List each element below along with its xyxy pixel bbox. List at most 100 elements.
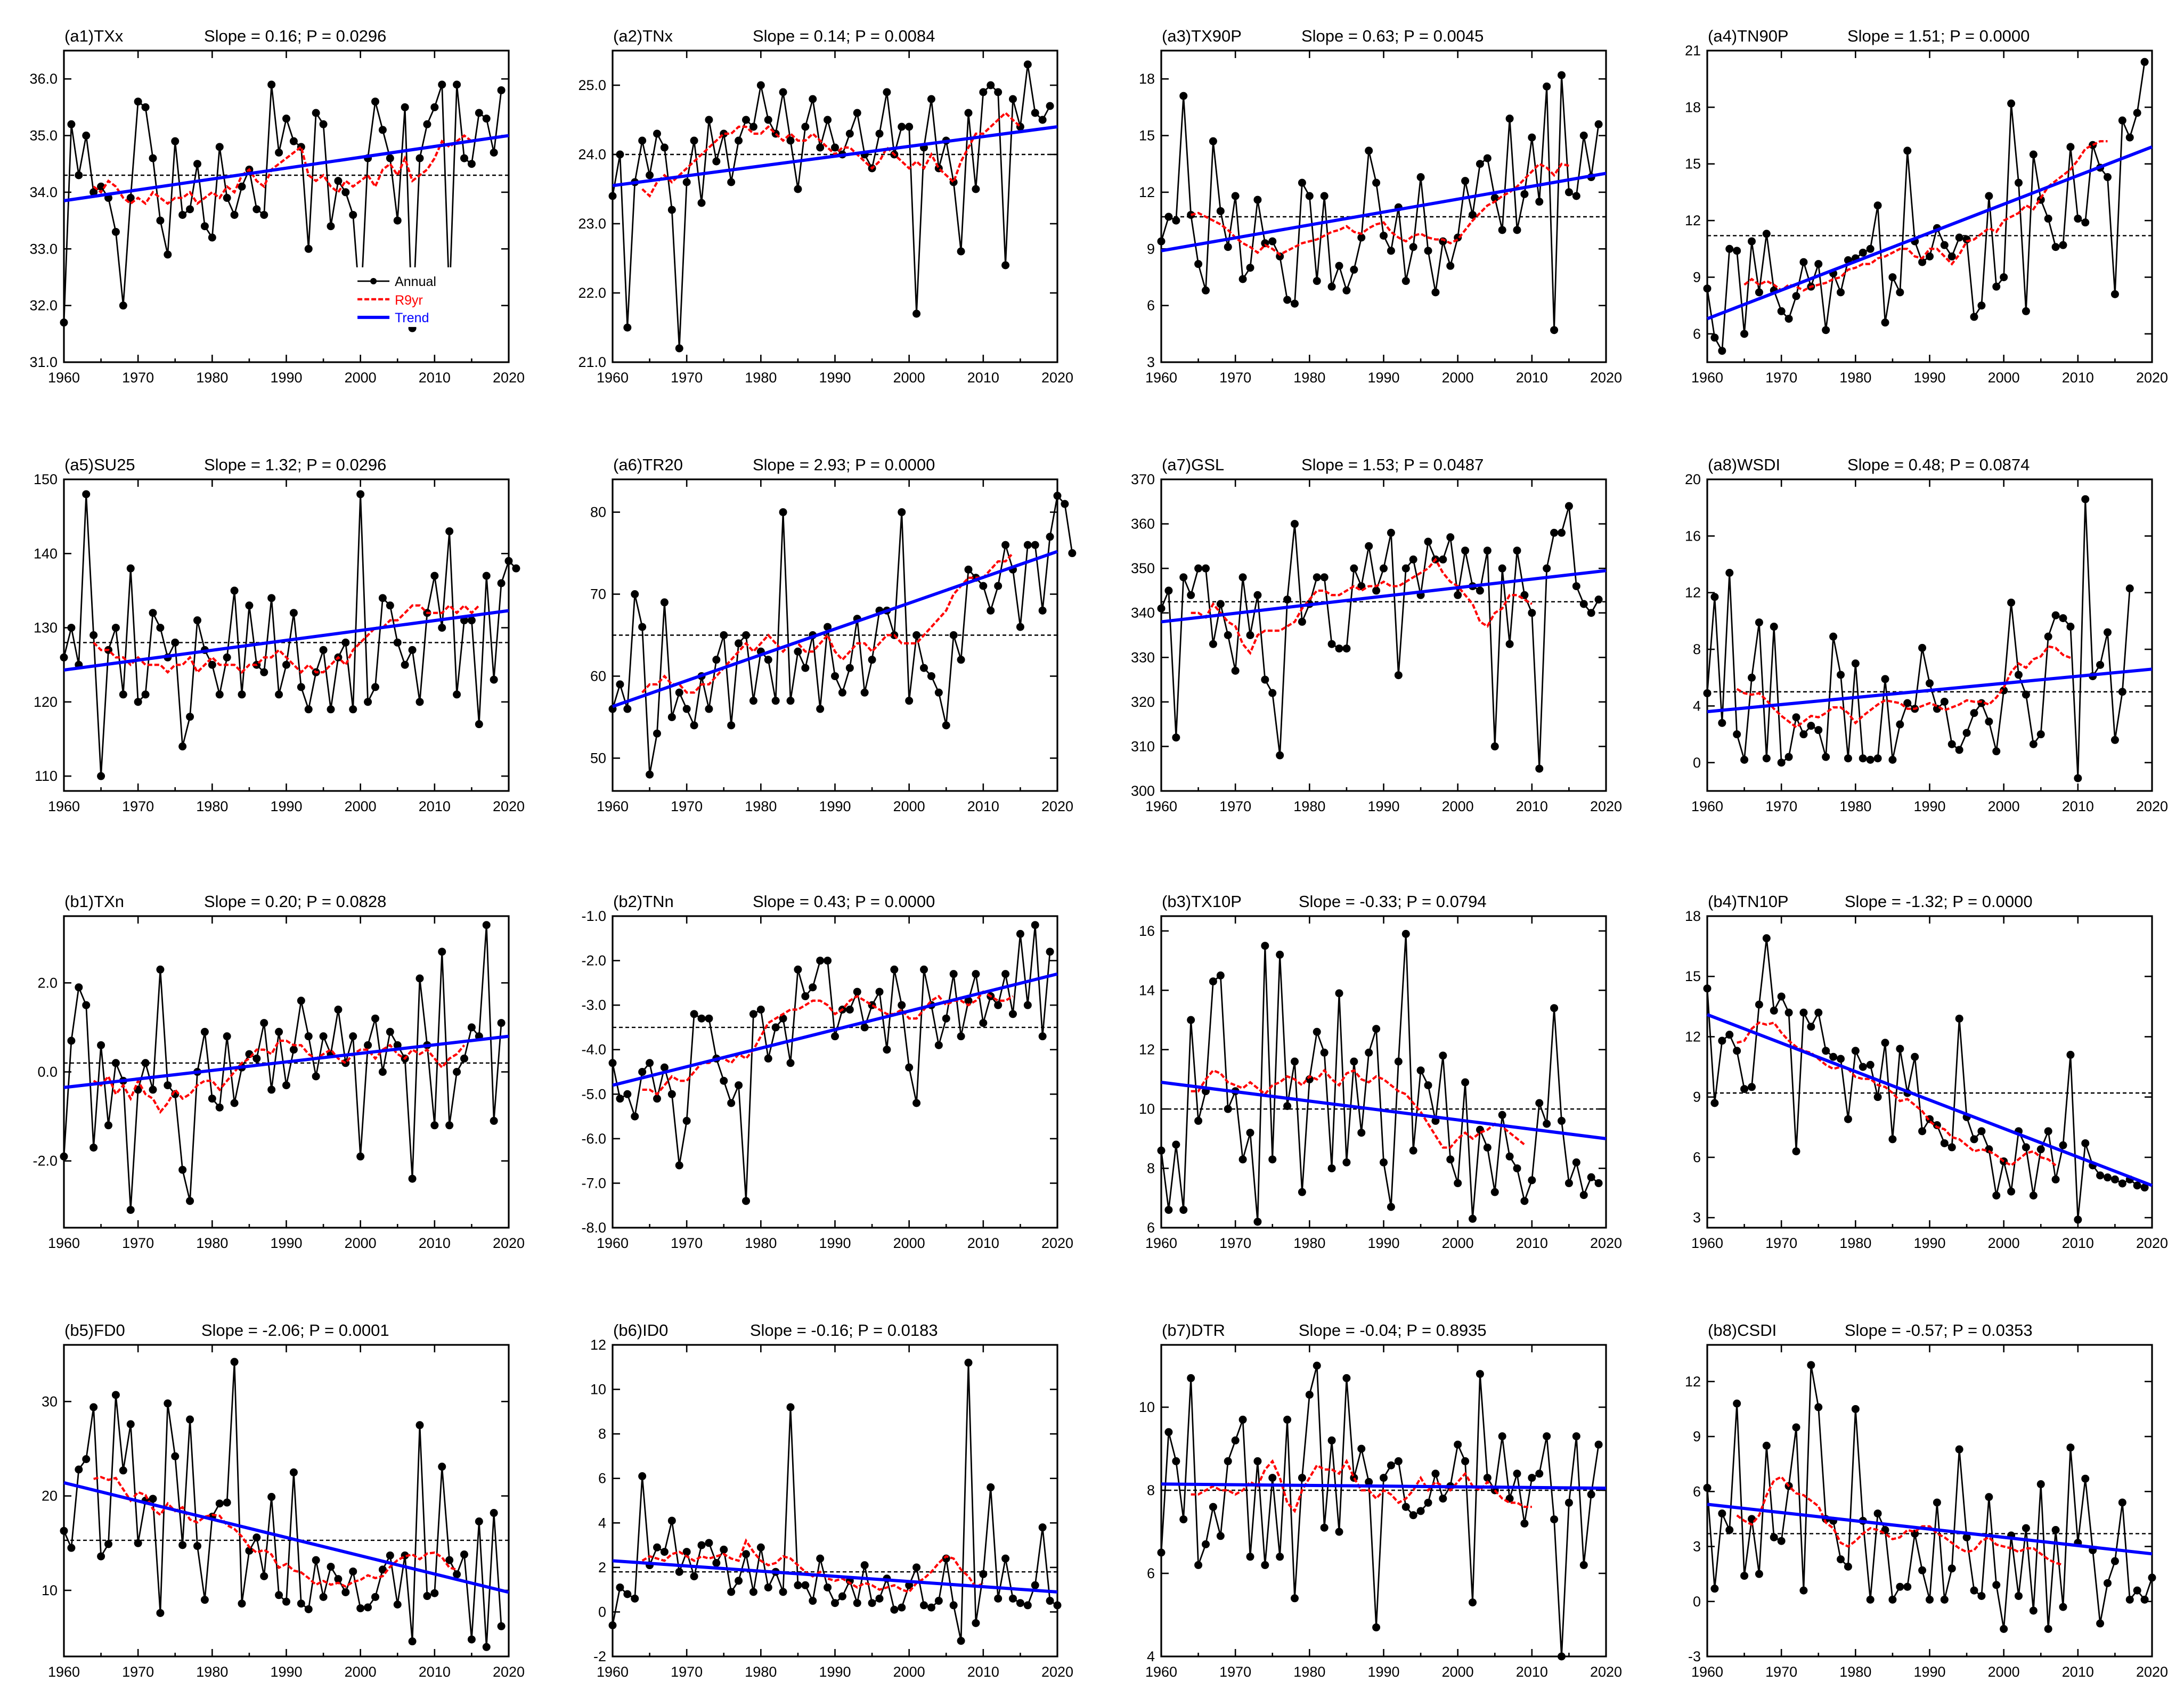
annual-point: [1587, 609, 1595, 617]
annual-point: [423, 120, 431, 128]
annual-point: [1046, 1597, 1054, 1605]
annual-point: [853, 109, 861, 117]
annual-point: [1394, 671, 1403, 680]
annual-point: [438, 624, 446, 632]
annual-point: [1291, 520, 1299, 528]
annual-point: [1298, 617, 1306, 626]
x-tick-label: 1980: [745, 798, 777, 814]
x-tick-label: 1960: [1691, 798, 1723, 814]
annual-point: [1394, 1057, 1403, 1066]
annual-point: [497, 1622, 506, 1630]
annual-point: [994, 582, 1003, 590]
annual-point: [2059, 1141, 2067, 1149]
x-tick-label: 2010: [967, 798, 999, 814]
annual-point: [1283, 595, 1292, 604]
annual-point: [1179, 573, 1188, 582]
annual-point: [927, 95, 935, 103]
annual-point: [356, 1152, 365, 1161]
annual-point: [1926, 1595, 1934, 1604]
x-tick-label: 1980: [196, 1235, 228, 1251]
annual-point: [616, 680, 624, 689]
annual-point: [1446, 1155, 1455, 1164]
x-tick-label: 1960: [1691, 370, 1723, 386]
annual-point: [720, 1545, 728, 1554]
x-tick-label: 2020: [1590, 1235, 1622, 1251]
annual-point: [697, 1014, 706, 1023]
y-tick-label: 10: [590, 1382, 606, 1398]
annual-point: [638, 1472, 647, 1481]
annual-point: [1490, 194, 1499, 202]
x-tick-label: 2020: [1590, 370, 1622, 386]
annual-point: [438, 80, 446, 89]
annual-point: [171, 638, 180, 647]
trend-line: [612, 125, 1058, 187]
annual-point: [2044, 632, 2052, 641]
annual-point: [979, 88, 988, 96]
annual-point: [1387, 247, 1395, 255]
annual-point: [1955, 746, 1963, 754]
annual-point: [1799, 1008, 1808, 1017]
annual-point: [1298, 178, 1306, 187]
annual-point: [134, 698, 142, 706]
annual-point: [149, 154, 157, 162]
annual-point: [1896, 1044, 1904, 1053]
annual-point: [2007, 99, 2016, 108]
annual-point: [2104, 628, 2112, 636]
x-tick-label: 1990: [819, 798, 851, 814]
annual-point: [2044, 215, 2052, 223]
annual-point: [1940, 241, 1949, 249]
annual-point: [690, 1010, 698, 1018]
annual-point: [1918, 258, 1927, 266]
annual-point: [1424, 1498, 1432, 1507]
annual-point: [297, 683, 305, 691]
x-tick-label: 2000: [1988, 370, 2020, 386]
annual-series-line: [1160, 75, 1600, 330]
annual-point: [2051, 1175, 2060, 1183]
annual-point: [1710, 1099, 1719, 1107]
annual-point: [1992, 1191, 2001, 1200]
annual-point: [67, 1036, 76, 1045]
trend-line: [1161, 1081, 1607, 1140]
annual-point: [1016, 623, 1024, 631]
x-tick-label: 1990: [1913, 1235, 1945, 1251]
annual-point: [2104, 1173, 2112, 1182]
annual-point: [1940, 1139, 1949, 1147]
panel-stats: Slope = 0.63; P = 0.0045: [1301, 27, 1484, 45]
x-tick-label: 1980: [1839, 370, 1871, 386]
annual-point: [727, 1588, 736, 1596]
annual-point: [1313, 573, 1321, 582]
annual-point: [1320, 1048, 1329, 1057]
panel-label: (a7)GSL: [1162, 455, 1224, 474]
annual-point: [1053, 1601, 1062, 1610]
annual-point: [682, 178, 691, 186]
y-tick-label: 32.0: [29, 298, 58, 314]
annual-point: [1535, 1470, 1544, 1478]
annual-point: [1179, 92, 1188, 100]
x-tick-label: 2010: [1516, 798, 1548, 814]
annual-point: [1342, 644, 1351, 653]
annual-point: [2022, 1143, 2030, 1152]
annual-point: [2110, 736, 2119, 744]
annual-point: [742, 116, 750, 124]
annual-point: [1505, 1152, 1514, 1161]
annual-point: [1807, 1023, 1815, 1031]
x-tick-label: 2010: [967, 1664, 999, 1680]
panel-label: (a6)TR20: [613, 455, 683, 474]
annual-point: [1799, 1586, 1808, 1595]
annual-point: [289, 1468, 298, 1476]
annual-point: [75, 983, 83, 992]
annual-point: [1970, 313, 1978, 321]
annual-point: [252, 1533, 261, 1542]
annual-point: [1498, 226, 1506, 234]
annual-point: [712, 1559, 721, 1567]
annual-point: [149, 609, 157, 617]
annual-point: [245, 1546, 254, 1555]
annual-point: [482, 572, 491, 580]
annual-point: [378, 126, 387, 134]
annual-point: [824, 623, 832, 631]
annual-point: [1755, 618, 1763, 627]
annual-point: [260, 668, 268, 676]
annual-point: [2125, 1595, 2134, 1604]
annual-point: [1807, 722, 1815, 730]
annual-point: [1733, 1047, 1741, 1055]
